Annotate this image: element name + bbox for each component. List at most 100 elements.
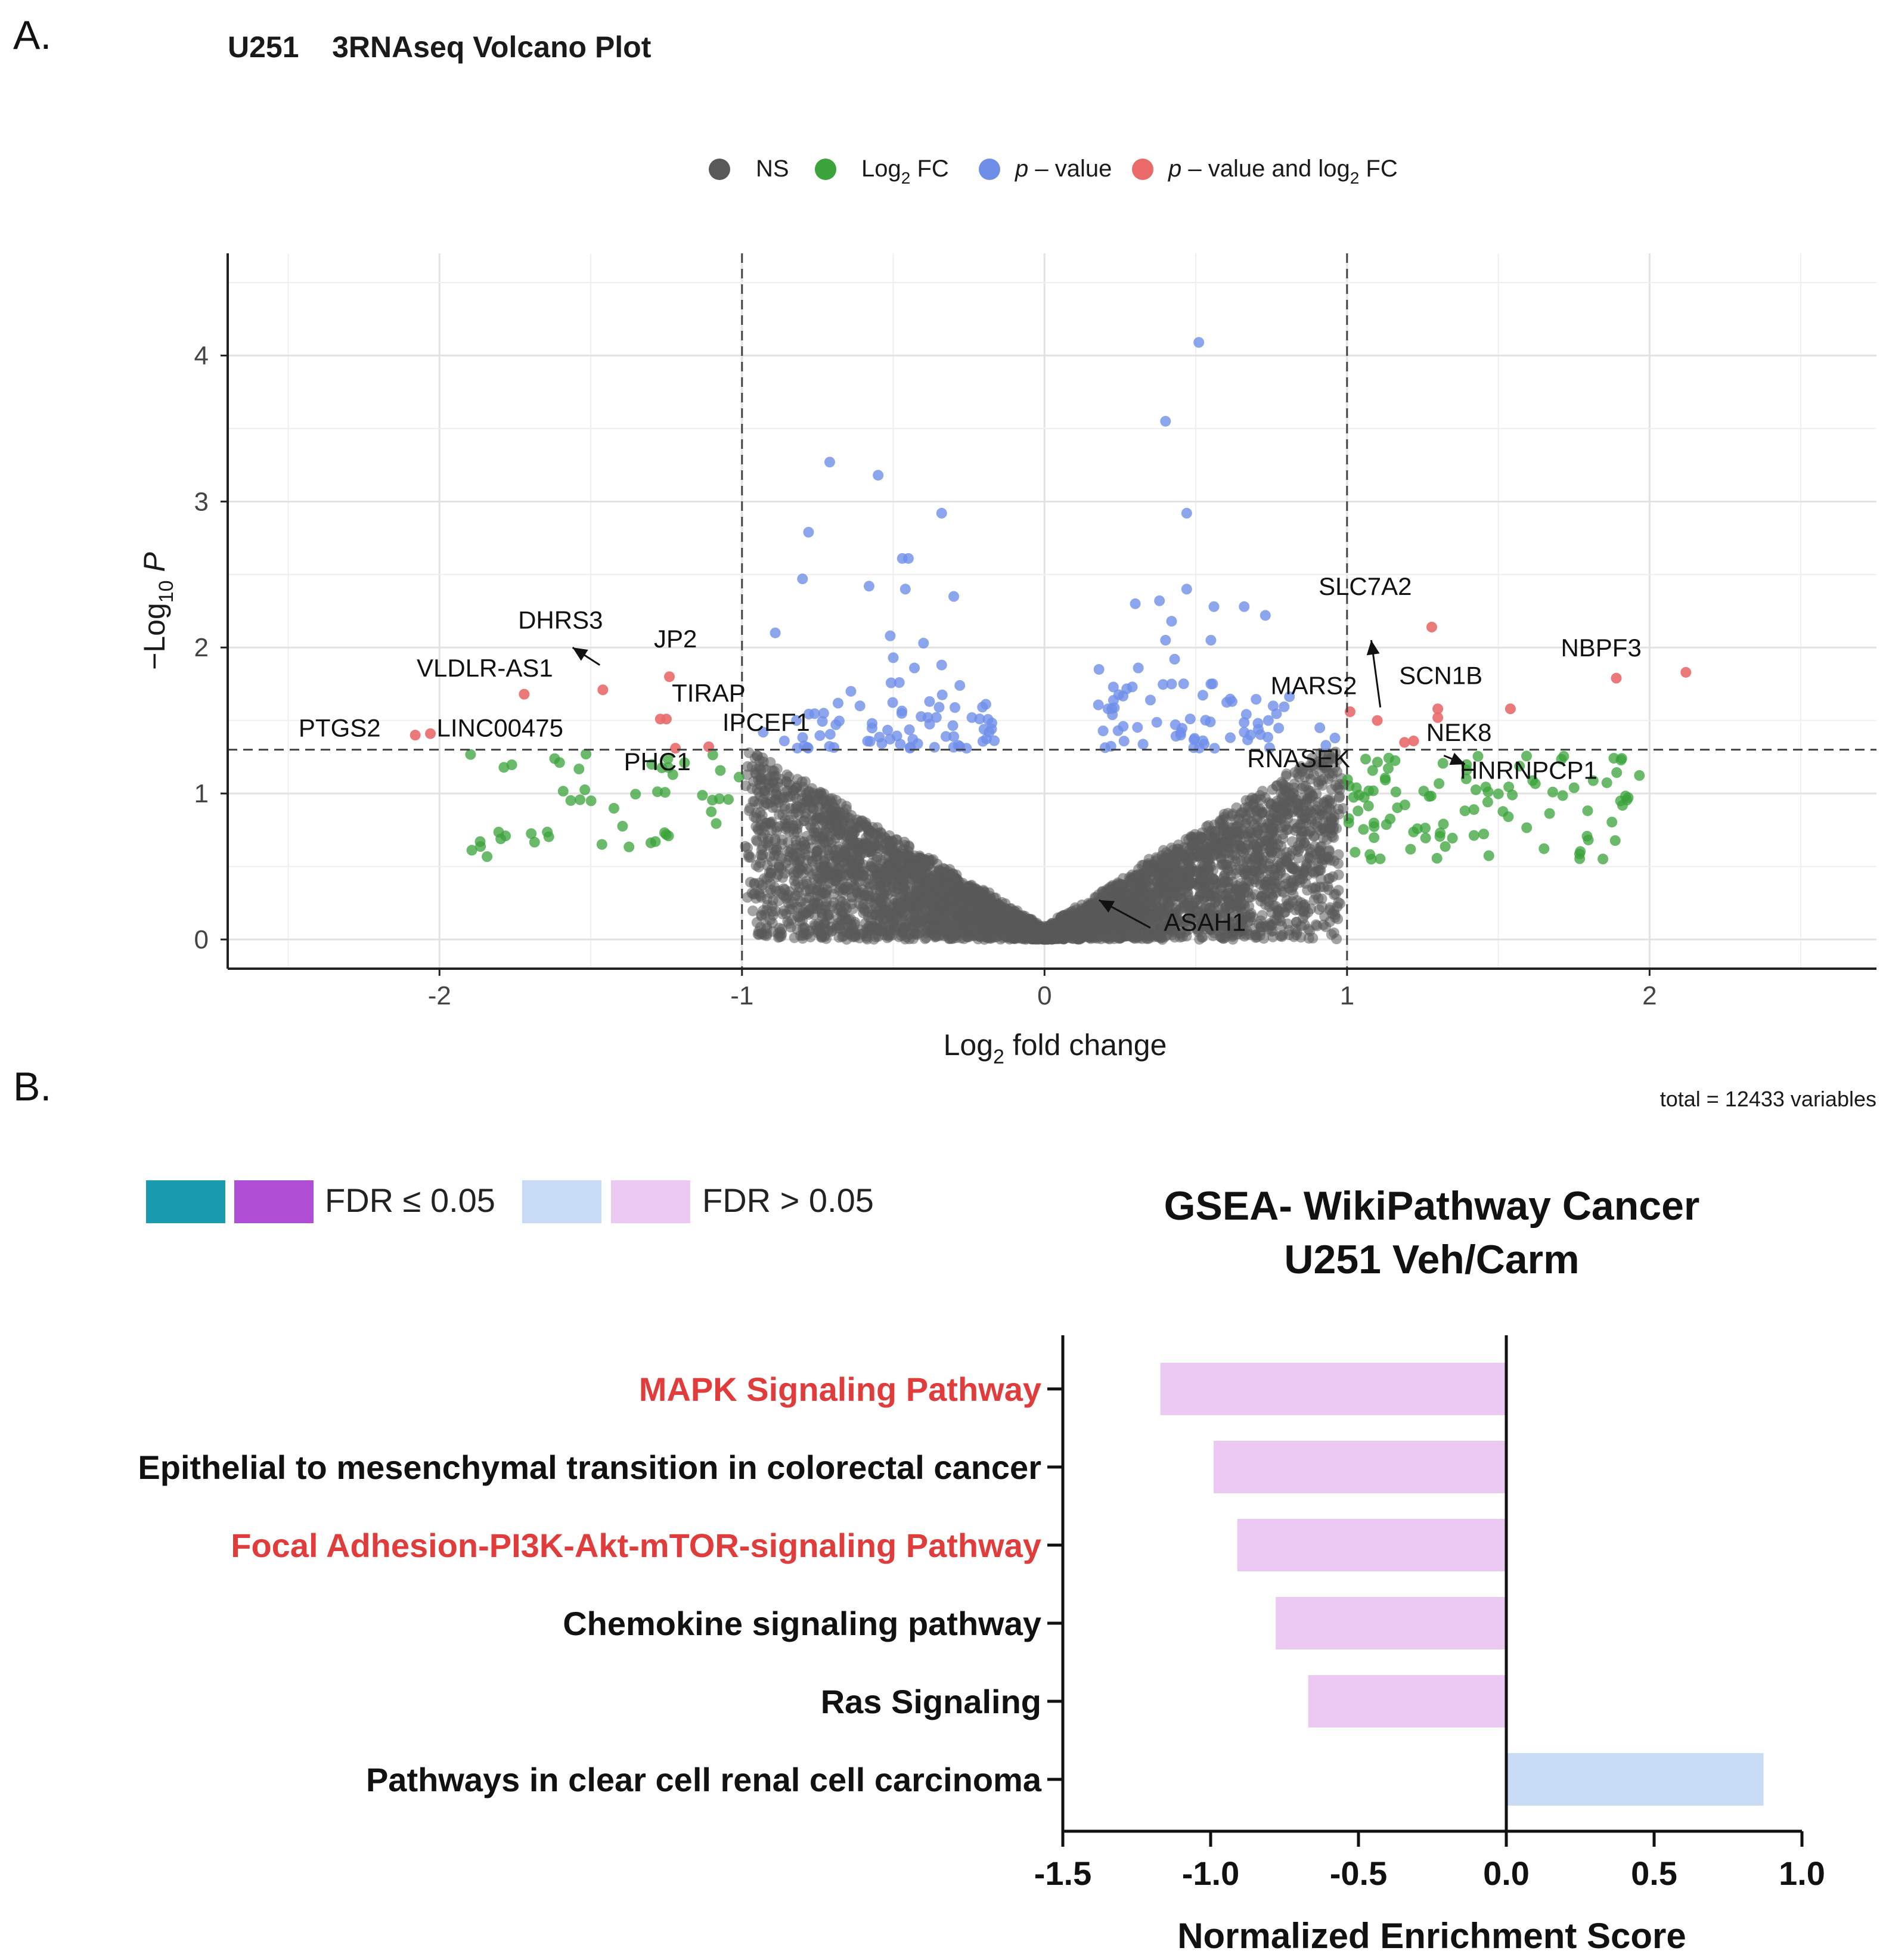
ns-point bbox=[1223, 893, 1234, 904]
ns-point bbox=[802, 863, 812, 874]
ns-point bbox=[770, 793, 781, 805]
ns-point bbox=[1292, 768, 1303, 780]
ns-point bbox=[1333, 897, 1344, 908]
ns-point bbox=[1302, 885, 1313, 896]
ns-point bbox=[941, 916, 953, 927]
ns-point bbox=[1268, 833, 1279, 844]
ns-point-cloud bbox=[740, 746, 1350, 945]
legend-both-label: p – value and log2 FC bbox=[1168, 156, 1398, 187]
ns-point bbox=[1307, 932, 1319, 944]
ns-point bbox=[1142, 860, 1153, 871]
ns-point bbox=[789, 932, 800, 944]
ns-point bbox=[795, 835, 806, 846]
ns-point bbox=[853, 855, 864, 866]
ns-point bbox=[835, 810, 846, 821]
ns-point bbox=[1263, 861, 1274, 872]
ns-point bbox=[1234, 838, 1245, 849]
ns-point bbox=[843, 867, 855, 878]
ns-point bbox=[1295, 799, 1306, 810]
ns-point bbox=[1288, 782, 1299, 793]
ns-point bbox=[749, 752, 761, 764]
ns-point bbox=[928, 903, 939, 914]
ns-point bbox=[800, 811, 811, 823]
ns-point bbox=[742, 842, 753, 854]
ns-point bbox=[1316, 775, 1327, 786]
ns-point bbox=[806, 783, 818, 794]
ns-point bbox=[780, 824, 792, 835]
ns-point bbox=[1159, 873, 1171, 885]
ns-point bbox=[912, 900, 923, 911]
ns-point bbox=[1319, 911, 1330, 922]
ns-point bbox=[908, 858, 919, 870]
ns-point bbox=[854, 866, 865, 877]
ns-point bbox=[760, 797, 771, 808]
ns-point bbox=[876, 925, 888, 936]
ns-point bbox=[846, 898, 857, 910]
ns-point bbox=[939, 907, 951, 918]
ns-point bbox=[836, 896, 848, 907]
ns-point bbox=[1333, 869, 1344, 880]
ns-point bbox=[778, 883, 789, 894]
ns-point bbox=[1266, 848, 1277, 859]
ns-point bbox=[899, 883, 910, 895]
volcano-plot: U251 3RNAseq Volcano Plot NS Log2 FC p –… bbox=[138, 30, 1876, 1111]
ns-point bbox=[767, 917, 778, 929]
ns-point bbox=[836, 798, 847, 810]
ns-point bbox=[1322, 881, 1333, 892]
ns-point bbox=[954, 880, 965, 892]
legend-ns-label: NS bbox=[756, 156, 789, 182]
ns-point bbox=[1332, 913, 1344, 925]
ns-point bbox=[821, 861, 832, 872]
ns-point bbox=[846, 810, 857, 821]
legend-log2fc-swatch bbox=[815, 159, 836, 180]
ns-point bbox=[802, 794, 813, 805]
legend-log2fc-label: Log2 FC bbox=[861, 156, 949, 187]
ns-point bbox=[1333, 858, 1344, 869]
ns-point bbox=[783, 897, 794, 908]
ns-point bbox=[743, 852, 755, 863]
ns-point bbox=[1057, 910, 1069, 921]
ns-point bbox=[1308, 894, 1320, 905]
ns-point bbox=[746, 888, 758, 899]
ns-point bbox=[966, 879, 977, 891]
ns-point bbox=[765, 884, 776, 895]
ns-point bbox=[871, 822, 883, 833]
ns-point bbox=[1118, 885, 1128, 897]
ns-point bbox=[1258, 883, 1270, 894]
ns-point bbox=[1172, 839, 1184, 851]
ns-point bbox=[765, 756, 776, 768]
ns-point bbox=[834, 923, 845, 934]
volcano-gridlines bbox=[228, 253, 1876, 969]
ns-point bbox=[1220, 903, 1231, 914]
ns-point bbox=[909, 912, 920, 923]
volcano-legend: NS Log2 FC p – value p – value and log2 … bbox=[709, 156, 1398, 187]
ns-point bbox=[1230, 822, 1241, 833]
ns-point bbox=[812, 898, 823, 909]
legend-both-swatch bbox=[1132, 159, 1153, 180]
ns-point bbox=[1074, 907, 1085, 919]
ns-point bbox=[745, 802, 756, 814]
ns-point bbox=[1317, 832, 1329, 843]
ns-point bbox=[742, 769, 753, 780]
ns-point bbox=[1194, 840, 1205, 851]
ns-point bbox=[1338, 803, 1349, 814]
ns-point bbox=[823, 909, 834, 920]
ns-point bbox=[809, 919, 820, 931]
ns-point bbox=[792, 847, 803, 858]
ns-point bbox=[1326, 929, 1337, 940]
ns-point bbox=[1279, 780, 1291, 791]
ns-point bbox=[1323, 873, 1334, 884]
ns-point bbox=[1202, 873, 1213, 884]
ns-point bbox=[1326, 827, 1336, 839]
volcano-plot-area bbox=[228, 253, 1876, 969]
ns-point bbox=[820, 872, 831, 883]
ns-point bbox=[774, 809, 785, 820]
ns-point bbox=[762, 775, 774, 786]
ns-point bbox=[1291, 823, 1302, 834]
ns-point bbox=[903, 840, 914, 851]
ns-point bbox=[1310, 919, 1322, 931]
ns-point bbox=[814, 839, 826, 849]
ns-point bbox=[776, 931, 787, 942]
ns-point bbox=[1265, 823, 1276, 834]
legend-pvalue-label: p – value bbox=[1015, 156, 1112, 182]
